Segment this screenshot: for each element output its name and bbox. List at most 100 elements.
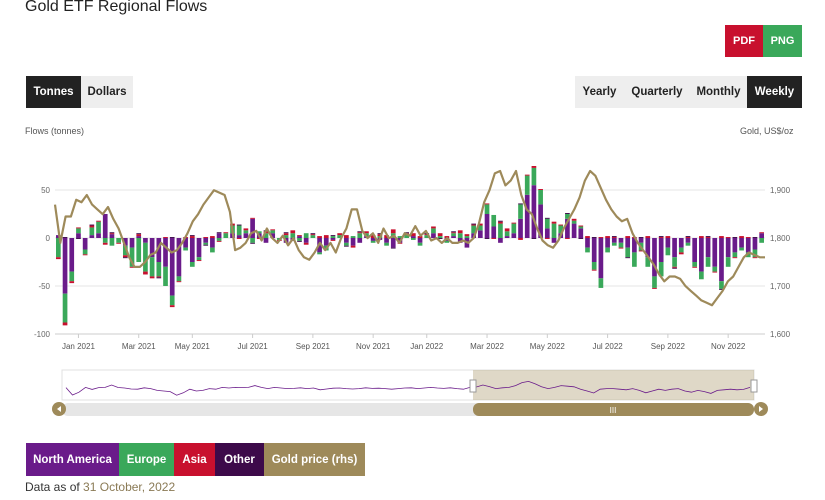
bar-north-america bbox=[477, 230, 483, 238]
bar-europe bbox=[424, 235, 430, 238]
bar-north-america bbox=[491, 226, 497, 238]
bar-other bbox=[122, 257, 128, 259]
x-axis-tick-label: Sep 2021 bbox=[296, 342, 331, 351]
bar-europe bbox=[89, 227, 95, 236]
export-pdf-button[interactable]: PDF bbox=[725, 25, 763, 57]
bar-europe bbox=[652, 276, 657, 288]
bar-north-america bbox=[189, 238, 195, 262]
bar-asia bbox=[169, 305, 175, 308]
chart-grid bbox=[55, 189, 765, 335]
data-as-of-prefix: Data as of bbox=[25, 480, 80, 494]
bar-asia bbox=[203, 237, 209, 238]
unit-tonnes-button[interactable]: Tonnes bbox=[26, 76, 81, 108]
bar-europe bbox=[82, 249, 88, 255]
bar-asia bbox=[82, 254, 88, 256]
bar-north-america bbox=[632, 238, 637, 253]
bar-europe bbox=[571, 220, 577, 224]
x-axis-tick-label: Mar 2022 bbox=[470, 342, 504, 351]
period-weekly-button[interactable]: Weekly bbox=[747, 76, 802, 108]
period-quarterly-button[interactable]: Quarterly bbox=[624, 76, 690, 108]
bar-asia bbox=[585, 236, 590, 238]
bar-north-america bbox=[524, 194, 530, 238]
bar-north-america bbox=[571, 223, 577, 238]
bar-europe bbox=[511, 223, 517, 234]
legend-europe[interactable]: Europe bbox=[119, 443, 174, 476]
bar-north-america bbox=[625, 238, 631, 248]
legend-other[interactable]: Other bbox=[215, 443, 264, 476]
bar-asia bbox=[491, 238, 497, 239]
bar-asia bbox=[156, 276, 162, 278]
bar-europe bbox=[143, 242, 148, 272]
bar-europe bbox=[719, 281, 724, 289]
bar-other bbox=[484, 238, 490, 239]
bar-north-america bbox=[531, 185, 537, 238]
bar-europe bbox=[464, 236, 470, 238]
bar-asia bbox=[243, 228, 249, 231]
left-axis-tick-label: 50 bbox=[41, 186, 50, 195]
bar-north-america bbox=[712, 238, 718, 267]
bar-europe bbox=[109, 238, 115, 246]
x-axis-tick-label: Nov 2022 bbox=[711, 342, 746, 351]
bar-europe bbox=[370, 240, 376, 243]
bar-other bbox=[76, 238, 81, 239]
bar-north-america bbox=[511, 233, 517, 238]
bar-europe bbox=[136, 238, 142, 262]
legend-asia[interactable]: Asia bbox=[174, 443, 215, 476]
period-monthly-button[interactable]: Monthly bbox=[690, 76, 747, 108]
export-png-button[interactable]: PNG bbox=[763, 25, 802, 57]
flows-chart: -100 -50 0 50 1,600 1,700 1,800 1,900 Jan 2021 Ma… bbox=[34, 166, 791, 351]
bar-asia bbox=[699, 236, 704, 238]
bar-north-america bbox=[565, 218, 570, 238]
bar-europe bbox=[618, 242, 624, 248]
bar-europe bbox=[62, 293, 68, 323]
bar-europe bbox=[76, 228, 81, 234]
bar-other bbox=[189, 235, 195, 237]
bar-north-america bbox=[752, 238, 758, 250]
bar-europe bbox=[223, 233, 229, 238]
legend-gold-price[interactable]: Gold price (rhs) bbox=[264, 443, 365, 476]
bar-asia bbox=[270, 229, 276, 231]
bar-europe bbox=[431, 228, 436, 234]
scrollbar-thumb[interactable] bbox=[473, 403, 754, 416]
bar-europe bbox=[678, 247, 684, 253]
bar-asia bbox=[645, 236, 651, 238]
bar-europe bbox=[203, 242, 209, 245]
left-axis-tick-label: -100 bbox=[34, 330, 51, 339]
bar-asia bbox=[357, 232, 363, 234]
bar-asia bbox=[210, 236, 215, 238]
bar-europe bbox=[417, 242, 423, 246]
navigator-line bbox=[65, 380, 751, 396]
bar-other bbox=[531, 238, 537, 239]
bar-europe bbox=[116, 238, 121, 243]
legend-north-america[interactable]: North America bbox=[26, 443, 119, 476]
bar-asia bbox=[323, 235, 329, 238]
bar-north-america bbox=[76, 233, 81, 238]
bar-europe bbox=[538, 190, 543, 205]
bar-asia bbox=[571, 218, 577, 221]
bar-europe bbox=[544, 218, 550, 229]
bar-north-america bbox=[102, 214, 108, 238]
navigator-right-handle[interactable] bbox=[750, 379, 758, 393]
period-yearly-button[interactable]: Yearly bbox=[575, 76, 624, 108]
navigator-selected-range[interactable] bbox=[473, 370, 754, 400]
navigator-left-handle[interactable] bbox=[469, 379, 477, 393]
bar-north-america bbox=[243, 233, 249, 238]
unit-dollars-button[interactable]: Dollars bbox=[81, 76, 133, 108]
bar-asia bbox=[484, 203, 490, 205]
bar-north-america bbox=[605, 238, 610, 248]
bar-europe bbox=[558, 225, 564, 234]
bar-north-america bbox=[183, 238, 188, 248]
bar-other bbox=[136, 233, 142, 235]
bar-europe bbox=[196, 257, 202, 261]
bar-europe bbox=[129, 247, 135, 267]
bar-north-america bbox=[263, 238, 269, 243]
bar-north-america bbox=[645, 238, 651, 258]
bar-asia bbox=[752, 257, 758, 259]
bar-europe bbox=[705, 257, 711, 267]
bar-europe bbox=[384, 242, 389, 246]
bar-other bbox=[377, 233, 383, 235]
x-axis-tick-label: Nov 2021 bbox=[356, 342, 391, 351]
bar-other bbox=[578, 238, 584, 239]
bar-north-america bbox=[303, 238, 309, 243]
range-navigator[interactable]: III bbox=[0, 368, 825, 420]
